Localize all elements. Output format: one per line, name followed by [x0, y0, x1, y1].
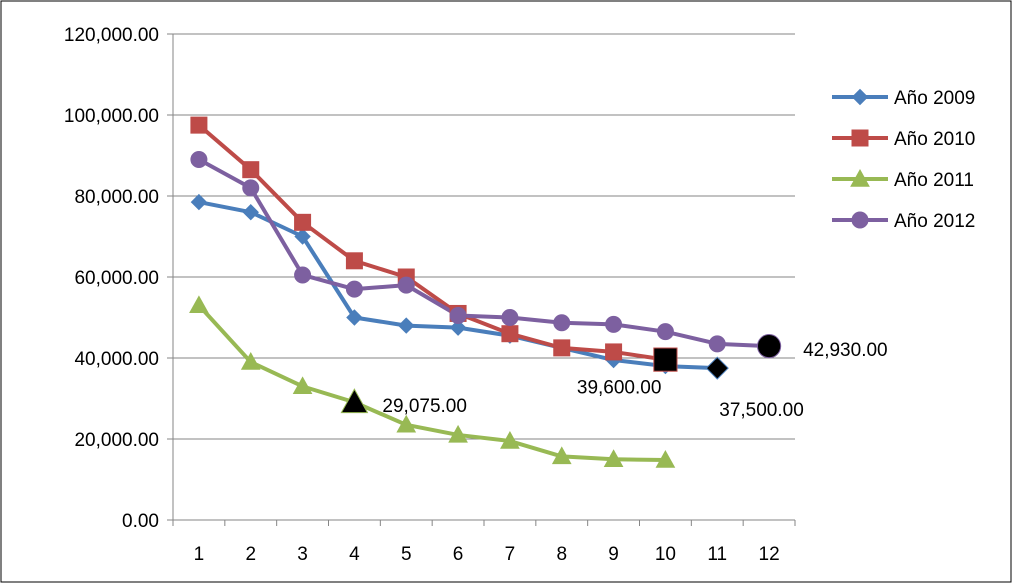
legend-label: Año 2012 — [894, 211, 975, 232]
axes: 0.00 20,000.00 40,000.00 60,000.00 80,000.00… — [64, 25, 796, 565]
data-point — [603, 449, 624, 467]
legend-marker — [851, 88, 869, 106]
x-tick-label: 11 — [707, 544, 727, 565]
y-tick-label: 80,000.00 — [74, 187, 159, 208]
data-point — [292, 376, 313, 395]
data-point — [294, 213, 312, 231]
annotation-label: 39,600.00 — [577, 378, 662, 399]
y-tick-label: 20,000.00 — [74, 430, 159, 451]
series-markers — [189, 116, 782, 468]
legend: Año 2009 Año 2010 Año 2011 Año 2012 — [832, 88, 975, 232]
legend-label: Año 2011 — [894, 170, 974, 191]
x-tick-label: 1 — [194, 544, 205, 565]
data-point — [294, 228, 311, 245]
data-point — [345, 252, 363, 270]
data-point — [346, 309, 363, 326]
y-tick-label: 60,000.00 — [74, 268, 159, 289]
x-tick-label: 6 — [453, 544, 464, 565]
data-point — [500, 430, 520, 449]
y-tick-label: 100,000.00 — [64, 106, 159, 127]
x-tick-label: 3 — [297, 544, 308, 565]
y-tick-label: 40,000.00 — [74, 349, 159, 370]
data-point — [655, 450, 676, 468]
y-tick-label: 120,000.00 — [64, 25, 159, 46]
legend-marker — [850, 168, 870, 187]
data-point — [448, 424, 468, 443]
data-point — [708, 335, 726, 353]
data-point — [190, 193, 208, 211]
annotation-label: 42,930.00 — [803, 340, 888, 361]
data-point — [501, 309, 519, 326]
highlighted-point — [705, 356, 729, 380]
data-point — [551, 446, 572, 465]
data-point — [553, 314, 571, 332]
y-tick-label: 0.00 — [122, 511, 159, 532]
annotation-label: 29,075.00 — [382, 396, 467, 417]
x-tick-label: 9 — [608, 544, 619, 565]
legend-label: Año 2010 — [894, 129, 975, 150]
annotations: 29,075.00 39,600.00 37,500.00 42,930.00 — [382, 340, 887, 421]
legend-marker — [851, 129, 869, 147]
highlighted-point — [756, 334, 782, 359]
x-tick-label: 2 — [245, 544, 256, 565]
annotation-label: 37,500.00 — [719, 400, 804, 421]
highlighted-point — [340, 388, 369, 414]
x-tick-label: 8 — [556, 544, 567, 565]
legend-marker — [851, 211, 869, 229]
data-point — [449, 319, 467, 336]
data-point — [553, 339, 571, 357]
legend-label: Año 2009 — [894, 88, 975, 109]
data-point — [190, 116, 208, 134]
data-point — [294, 266, 312, 284]
data-point — [240, 352, 261, 370]
highlighted-point — [653, 347, 678, 372]
x-tick-label: 5 — [401, 544, 412, 565]
series-line-3 — [196, 303, 668, 463]
data-point — [398, 317, 415, 334]
x-tick-label: 7 — [505, 544, 516, 565]
data-point — [242, 161, 260, 179]
data-point — [501, 325, 519, 343]
data-point — [449, 306, 467, 324]
series-line-2 — [196, 123, 668, 362]
data-point — [242, 179, 260, 197]
x-tick-label: 10 — [655, 544, 676, 565]
x-tick-label: 12 — [759, 544, 780, 565]
series-line-4 — [196, 157, 772, 349]
data-point — [605, 343, 623, 361]
data-point — [345, 280, 363, 298]
x-tick-label: 4 — [349, 544, 360, 565]
data-point — [190, 151, 208, 169]
data-point — [242, 203, 259, 221]
data-point — [605, 315, 623, 333]
data-point — [396, 414, 417, 433]
data-point — [189, 295, 209, 314]
data-point — [656, 323, 674, 341]
data-point — [397, 276, 415, 294]
